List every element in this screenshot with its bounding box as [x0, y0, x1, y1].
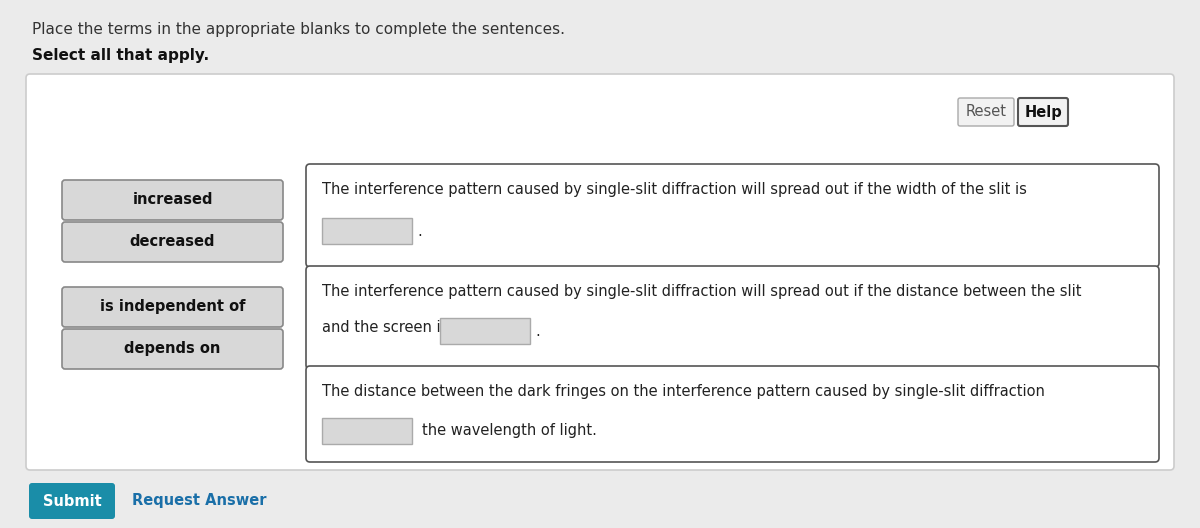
Text: and the screen is: and the screen is [322, 320, 449, 335]
Text: .: . [418, 223, 421, 239]
FancyBboxPatch shape [62, 222, 283, 262]
FancyBboxPatch shape [62, 329, 283, 369]
FancyBboxPatch shape [306, 164, 1159, 267]
Text: Submit: Submit [43, 494, 101, 508]
FancyBboxPatch shape [26, 74, 1174, 470]
Text: decreased: decreased [130, 234, 215, 250]
Text: The interference pattern caused by single-slit diffraction will spread out if th: The interference pattern caused by singl… [322, 284, 1081, 299]
FancyBboxPatch shape [1018, 98, 1068, 126]
Text: the wavelength of light.: the wavelength of light. [422, 423, 596, 438]
Text: .: . [535, 324, 540, 338]
Text: Help: Help [1024, 105, 1062, 119]
FancyBboxPatch shape [958, 98, 1014, 126]
FancyBboxPatch shape [306, 366, 1159, 462]
Text: Reset: Reset [966, 105, 1007, 119]
Text: The interference pattern caused by single-slit diffraction will spread out if th: The interference pattern caused by singl… [322, 182, 1027, 197]
FancyBboxPatch shape [62, 287, 283, 327]
Text: The distance between the dark fringes on the interference pattern caused by sing: The distance between the dark fringes on… [322, 384, 1045, 399]
FancyBboxPatch shape [322, 218, 412, 244]
FancyBboxPatch shape [29, 483, 115, 519]
Text: Select all that apply.: Select all that apply. [32, 48, 209, 63]
Text: Place the terms in the appropriate blanks to complete the sentences.: Place the terms in the appropriate blank… [32, 22, 565, 37]
FancyBboxPatch shape [322, 418, 412, 444]
Text: depends on: depends on [125, 342, 221, 356]
FancyBboxPatch shape [306, 266, 1159, 369]
FancyBboxPatch shape [62, 180, 283, 220]
Text: is independent of: is independent of [100, 299, 245, 315]
Text: increased: increased [132, 193, 212, 208]
FancyBboxPatch shape [440, 318, 530, 344]
Text: Request Answer: Request Answer [132, 494, 266, 508]
